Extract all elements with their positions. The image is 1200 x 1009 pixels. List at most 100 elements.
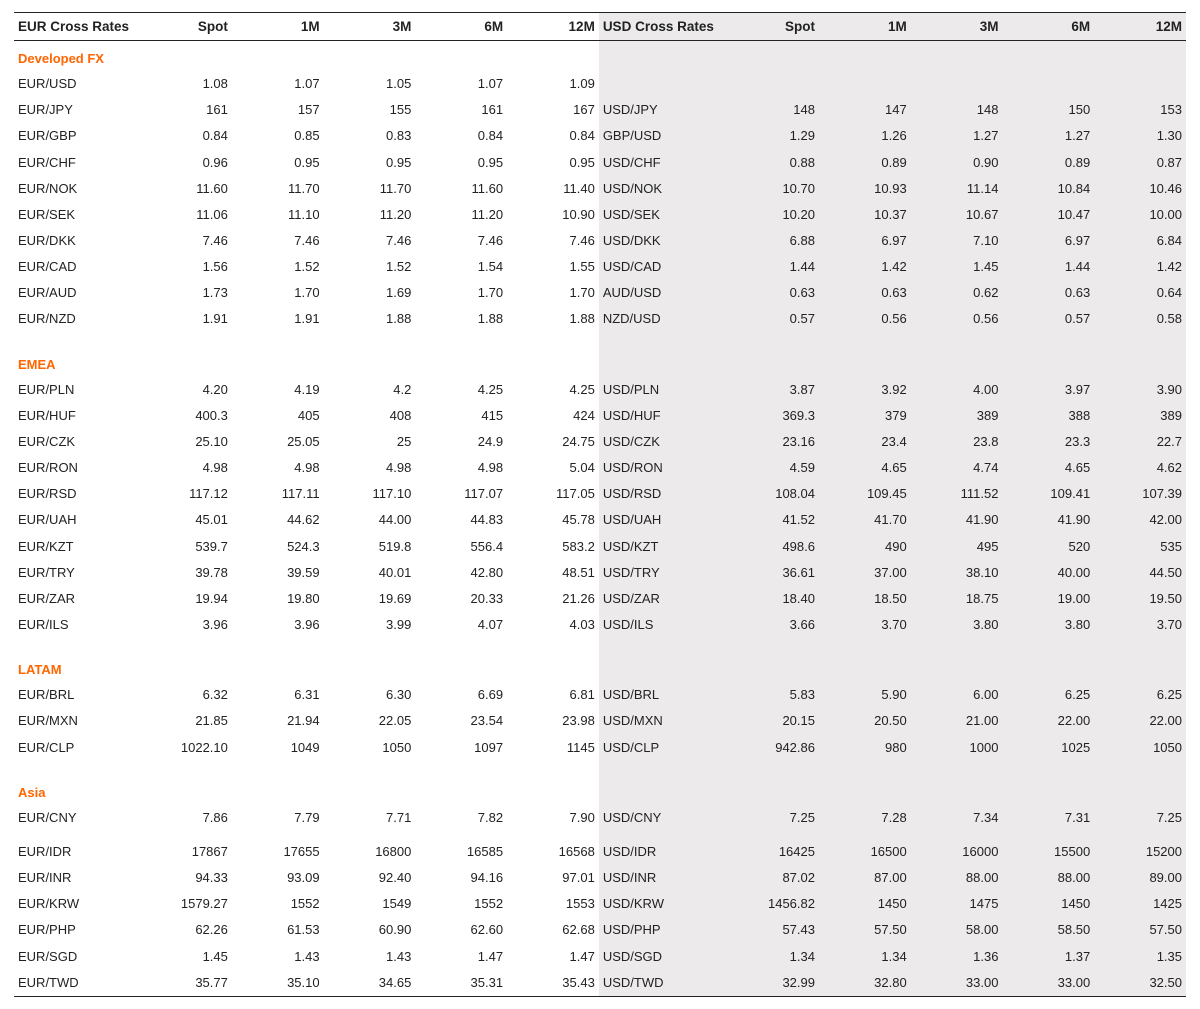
eur-value: 117.11 xyxy=(232,481,324,507)
table-row: EUR/AUD1.731.701.691.701.70AUD/USD0.630.… xyxy=(14,280,1186,306)
eur-pair-label: EUR/NOK xyxy=(14,176,140,202)
eur-value: 4.98 xyxy=(232,455,324,481)
usd-value: 21.00 xyxy=(911,708,1003,734)
eur-value: 10.90 xyxy=(507,202,599,228)
eur-value: 519.8 xyxy=(324,534,416,560)
section-title: Asia xyxy=(14,775,599,805)
usd-value: 41.90 xyxy=(911,507,1003,533)
usd-value: 1.34 xyxy=(727,944,819,970)
eur-value: 6.81 xyxy=(507,682,599,708)
usd-value: 20.15 xyxy=(727,708,819,734)
table-row: EUR/BRL6.326.316.306.696.81USD/BRL5.835.… xyxy=(14,682,1186,708)
usd-value: 23.4 xyxy=(819,429,911,455)
usd-value: 1.44 xyxy=(1002,254,1094,280)
section-header-row: EMEA xyxy=(14,347,1186,377)
eur-value: 7.86 xyxy=(140,805,232,831)
usd-value: 379 xyxy=(819,403,911,429)
eur-value: 1.43 xyxy=(324,944,416,970)
table-row: EUR/ILS3.963.963.994.074.03USD/ILS3.663.… xyxy=(14,612,1186,638)
table-row: EUR/CNY7.867.797.717.827.90USD/CNY7.257.… xyxy=(14,805,1186,831)
usd-pair-label: USD/UAH xyxy=(599,507,727,533)
eur-value: 93.09 xyxy=(232,865,324,891)
table-row: EUR/TRY39.7839.5940.0142.8048.51USD/TRY3… xyxy=(14,560,1186,586)
table-row: EUR/JPY161157155161167USD/JPY14814714815… xyxy=(14,97,1186,123)
eur-value: 62.68 xyxy=(507,917,599,943)
usd-pair-label: USD/NOK xyxy=(599,176,727,202)
usd-pair-label: USD/INR xyxy=(599,865,727,891)
eur-value: 405 xyxy=(232,403,324,429)
eur-value: 1.54 xyxy=(415,254,507,280)
usd-value: 89.00 xyxy=(1094,865,1186,891)
eur-value: 7.71 xyxy=(324,805,416,831)
usd-value: 10.93 xyxy=(819,176,911,202)
eur-value: 62.26 xyxy=(140,917,232,943)
eur-value: 161 xyxy=(140,97,232,123)
eur-value: 4.19 xyxy=(232,377,324,403)
eur-value: 0.95 xyxy=(507,150,599,176)
eur-value: 161 xyxy=(415,97,507,123)
usd-pair-label: USD/PHP xyxy=(599,917,727,943)
eur-pair-label: EUR/KZT xyxy=(14,534,140,560)
usd-value: 1475 xyxy=(911,891,1003,917)
eur-pair-label: EUR/ZAR xyxy=(14,586,140,612)
eur-value: 3.96 xyxy=(232,612,324,638)
eur-value: 35.10 xyxy=(232,970,324,997)
eur-pair-label: EUR/RON xyxy=(14,455,140,481)
usd-value: 1.34 xyxy=(819,944,911,970)
usd-value xyxy=(1002,71,1094,97)
eur-value: 45.01 xyxy=(140,507,232,533)
eur-value: 60.90 xyxy=(324,917,416,943)
eur-pair-label: EUR/CZK xyxy=(14,429,140,455)
table-row: EUR/CAD1.561.521.521.541.55USD/CAD1.441.… xyxy=(14,254,1186,280)
eur-value: 24.9 xyxy=(415,429,507,455)
usd-value: 0.87 xyxy=(1094,150,1186,176)
eur-value: 17867 xyxy=(140,839,232,865)
eur-value: 7.82 xyxy=(415,805,507,831)
usd-value: 57.50 xyxy=(819,917,911,943)
header-col-1m-usd: 1M xyxy=(819,13,911,41)
eur-value: 4.98 xyxy=(324,455,416,481)
usd-value: 4.65 xyxy=(819,455,911,481)
eur-value: 11.70 xyxy=(324,176,416,202)
eur-value: 25 xyxy=(324,429,416,455)
table-row: EUR/UAH45.0144.6244.0044.8345.78USD/UAH4… xyxy=(14,507,1186,533)
eur-value: 424 xyxy=(507,403,599,429)
section-title: EMEA xyxy=(14,347,599,377)
usd-value: 0.89 xyxy=(819,150,911,176)
eur-value: 1579.27 xyxy=(140,891,232,917)
usd-value: 0.63 xyxy=(727,280,819,306)
eur-value: 11.60 xyxy=(140,176,232,202)
usd-value: 389 xyxy=(911,403,1003,429)
usd-value: 58.00 xyxy=(911,917,1003,943)
eur-pair-label: EUR/SGD xyxy=(14,944,140,970)
usd-value: 6.84 xyxy=(1094,228,1186,254)
eur-value: 400.3 xyxy=(140,403,232,429)
eur-value: 40.01 xyxy=(324,560,416,586)
eur-value: 61.53 xyxy=(232,917,324,943)
usd-value: 4.62 xyxy=(1094,455,1186,481)
usd-pair-label: USD/HUF xyxy=(599,403,727,429)
usd-value: 6.97 xyxy=(819,228,911,254)
usd-value: 4.74 xyxy=(911,455,1003,481)
eur-value: 415 xyxy=(415,403,507,429)
usd-value: 22.7 xyxy=(1094,429,1186,455)
eur-value: 4.98 xyxy=(140,455,232,481)
section-header-row: Developed FX xyxy=(14,41,1186,72)
table-row: EUR/RON4.984.984.984.985.04USD/RON4.594.… xyxy=(14,455,1186,481)
eur-pair-label: EUR/CLP xyxy=(14,735,140,761)
usd-value: 18.40 xyxy=(727,586,819,612)
usd-pair-label: USD/SGD xyxy=(599,944,727,970)
usd-value: 23.8 xyxy=(911,429,1003,455)
usd-pair-label: USD/CHF xyxy=(599,150,727,176)
usd-pair-label: USD/TWD xyxy=(599,970,727,997)
header-col-12m-usd: 12M xyxy=(1094,13,1186,41)
usd-value: 1425 xyxy=(1094,891,1186,917)
usd-value: 5.83 xyxy=(727,682,819,708)
eur-value: 92.40 xyxy=(324,865,416,891)
usd-pair-label: USD/KRW xyxy=(599,891,727,917)
fx-cross-rates-table: EUR Cross Rates Spot 1M 3M 6M 12M USD Cr… xyxy=(14,12,1186,997)
usd-value: 57.43 xyxy=(727,917,819,943)
eur-value: 7.46 xyxy=(415,228,507,254)
eur-value: 1.56 xyxy=(140,254,232,280)
eur-value: 539.7 xyxy=(140,534,232,560)
